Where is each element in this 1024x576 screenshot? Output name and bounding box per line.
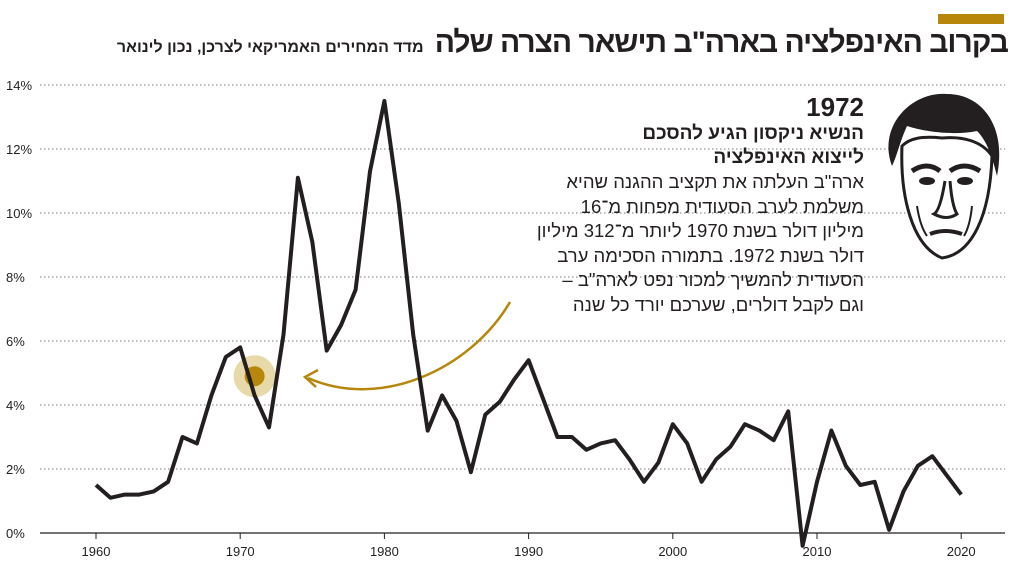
y-tick-label: 10% xyxy=(6,206,32,221)
annotation-box: 1972 הנשיא ניקסון הגיע להסכם לייצוא האינ… xyxy=(444,92,864,317)
y-tick-label: 6% xyxy=(6,334,25,349)
x-tick-label: 2010 xyxy=(803,544,832,559)
x-tick-label: 2000 xyxy=(658,544,687,559)
body-line: דולר בשנת 1972. בתמורה הסכימה ערב xyxy=(557,244,864,266)
y-tick-label: 8% xyxy=(6,270,25,285)
header: בקרוב האינפלציה בארה"ב תישאר הצרה שלה מד… xyxy=(116,26,1009,60)
x-tick-label: 1960 xyxy=(82,544,111,559)
x-tick-label: 1970 xyxy=(226,544,255,559)
y-tick-label: 2% xyxy=(6,462,25,477)
x-tick-label: 1990 xyxy=(514,544,543,559)
annotation-body: ארה"ב העלתה את תקציב ההגנה שהיא משלמת לע… xyxy=(444,170,864,317)
headline-line: לייצוא האינפלציה xyxy=(713,147,864,168)
annotation-year: 1972 xyxy=(806,92,864,122)
y-tick-label: 12% xyxy=(6,142,32,157)
body-line: משלמת לערב הסעודית מפחות מ־16 xyxy=(580,195,864,217)
page-title: בקרוב האינפלציה בארה"ב תישאר הצרה שלה xyxy=(434,26,1009,59)
body-line: הסעודית להמשיך למכור נפט לארה"ב – xyxy=(562,269,864,290)
y-tick-label: 0% xyxy=(6,526,25,541)
accent-bar xyxy=(938,14,1004,24)
annotation-headline: הנשיא ניקסון הגיע להסכם לייצוא האינפלציה xyxy=(444,122,864,170)
series-line xyxy=(94,99,963,548)
arrow-head-icon xyxy=(302,368,319,388)
y-tick-label: 14% xyxy=(6,78,32,93)
x-tick-label: 2020 xyxy=(947,544,976,559)
headline-line: הנשיא ניקסון הגיע להסכם xyxy=(642,123,864,144)
x-tick-label: 1980 xyxy=(370,544,399,559)
nixon-portrait-icon xyxy=(888,93,1000,260)
body-line: וגם לקבל דולרים, שערכם יורד כל שנה xyxy=(572,293,864,315)
body-line: מיליון דולר בשנת 1970 ליותר מ־312 מיליון xyxy=(536,220,864,241)
page-subtitle: מדד המחירים האמריקאי לצרכן, נכון לינואר xyxy=(116,39,424,56)
body-line: ארה"ב העלתה את תקציב ההגנה שהיא xyxy=(566,171,864,192)
y-tick-label: 4% xyxy=(6,398,25,413)
